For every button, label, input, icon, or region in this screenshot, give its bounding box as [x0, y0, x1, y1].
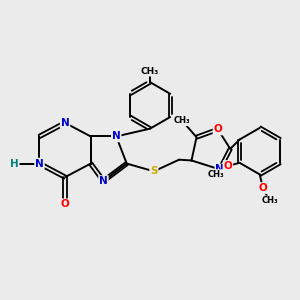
Text: O: O [214, 124, 222, 134]
Text: O: O [259, 183, 267, 193]
Text: N: N [215, 164, 224, 174]
Text: N: N [99, 176, 108, 186]
Text: N: N [61, 118, 69, 128]
Text: O: O [61, 199, 69, 209]
Text: CH₃: CH₃ [261, 196, 278, 205]
Text: S: S [150, 166, 158, 176]
Text: CH₃: CH₃ [207, 170, 224, 179]
Text: N: N [35, 159, 44, 169]
Text: H: H [10, 159, 19, 169]
Text: CH₃: CH₃ [141, 67, 159, 76]
Text: O: O [224, 161, 232, 171]
Text: CH₃: CH₃ [174, 116, 190, 125]
Text: N: N [112, 131, 121, 141]
